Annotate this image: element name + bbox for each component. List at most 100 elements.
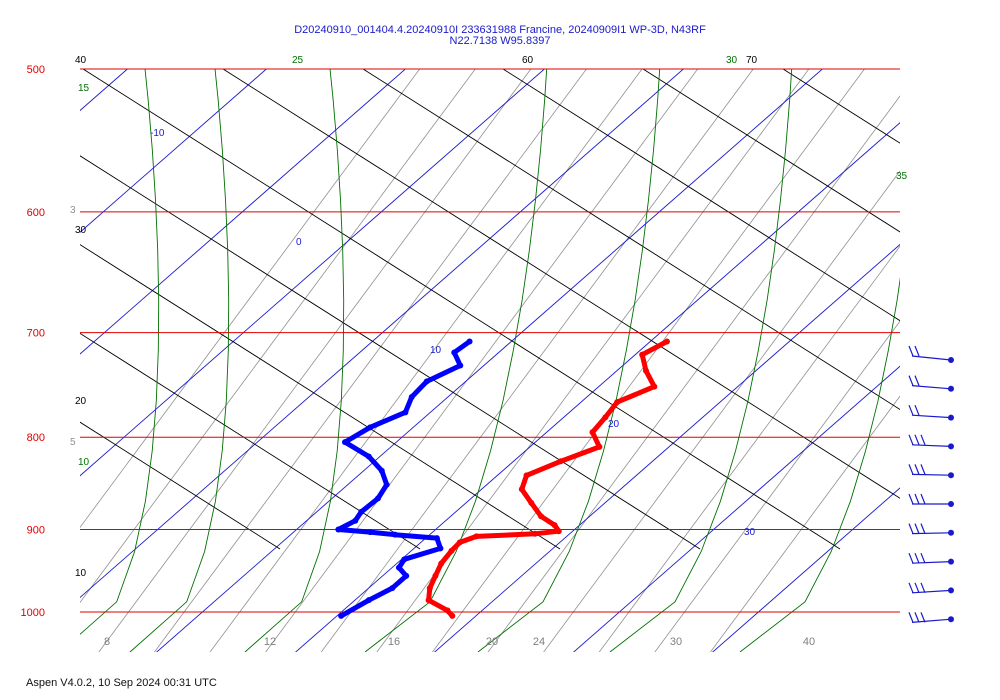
- dry-adiabat-line: [80, 155, 701, 550]
- temperature-profile-point: [426, 585, 433, 592]
- temperature-profile-point: [438, 560, 445, 567]
- dewpoint-profile-point: [391, 531, 398, 538]
- dry-adiabat-line: [362, 69, 900, 411]
- temperature-profile-point: [642, 367, 649, 374]
- dewpoint-profile-point: [367, 529, 374, 536]
- mixing-ratio-line: [98, 69, 532, 652]
- temperature-profile-point: [449, 612, 456, 619]
- isotherm-label: 10: [430, 345, 442, 356]
- dewpoint-profile-point: [433, 535, 440, 542]
- bottom-tick-label: 12: [264, 636, 276, 648]
- temperature-profile-point: [639, 351, 646, 358]
- mixing-ratio-line: [431, 69, 865, 652]
- bottom-tick-label: 24: [533, 636, 545, 648]
- temperature-profile-point: [538, 513, 545, 520]
- dry-adiabat-line: [860, 29, 1000, 549]
- isotherm-label: 20: [608, 419, 620, 430]
- dewpoint-profile-point: [451, 349, 458, 356]
- temperature-profile-point: [531, 530, 538, 537]
- moist-adiabat-line: [80, 69, 160, 635]
- dry-adiabat-line: [502, 69, 900, 322]
- isotherm-label: 30: [744, 527, 756, 538]
- dewpoint-profile-point: [466, 338, 473, 345]
- dewpoint-profile-point: [383, 481, 390, 488]
- moist-adiabat-label: 10: [78, 457, 90, 468]
- isotherm-line: [295, 122, 900, 652]
- bottom-tick-label: 16: [388, 636, 400, 648]
- dry-adiabat-label: 20: [75, 396, 87, 407]
- isotherm-line: [80, 69, 129, 112]
- dewpoint-profile-point: [341, 439, 348, 446]
- wind-barb-feather: [914, 552, 920, 564]
- isotherm-line: [80, 69, 407, 355]
- pressure-tick-label: 600: [27, 207, 45, 219]
- moist-adiabat-line: [477, 69, 661, 652]
- wind-barb-feather: [920, 523, 926, 534]
- dry-adiabat-label: 10: [75, 568, 87, 579]
- isotherm-label: -10: [150, 128, 165, 139]
- mixing-ratio-line: [654, 320, 900, 652]
- isotherm-line: [80, 69, 546, 477]
- temperature-profile-point: [473, 533, 480, 540]
- wind-barb-feather: [920, 493, 926, 505]
- mixing-ratio-line: [153, 69, 587, 652]
- wind-barb-feather: [920, 582, 926, 594]
- mixing-ratio-label: 3: [70, 205, 76, 216]
- wind-barb-feather: [908, 612, 914, 623]
- wind-barb-feather: [914, 375, 920, 386]
- wind-barb-feather: [914, 434, 920, 446]
- dewpoint-profile-point: [374, 495, 381, 502]
- dewpoint-profile-point: [378, 467, 385, 474]
- mixing-ratio-line: [80, 69, 476, 604]
- dewpoint-profile-point: [395, 564, 402, 571]
- moist-adiabat-line: [364, 69, 548, 652]
- moist-adiabat-line: [244, 69, 345, 652]
- plot-area: [80, 29, 1000, 652]
- temperature-profile-point: [589, 429, 596, 436]
- wind-barb-feather: [914, 582, 920, 594]
- mixing-ratio-line: [265, 69, 699, 652]
- pressure-tick-label: 500: [27, 64, 45, 76]
- dry-adiabat-label: 30: [75, 225, 87, 236]
- pressure-tick-label: 1000: [21, 607, 45, 619]
- wind-barb-shaft: [911, 355, 952, 361]
- dewpoint-profile-point: [352, 517, 359, 524]
- wind-barb-feather: [908, 345, 914, 357]
- footer-version: Aspen V4.0.2, 10 Sep 2024 00:31 UTC: [26, 677, 217, 689]
- wind-barb-feather: [908, 582, 914, 594]
- dewpoint-profile-point: [335, 526, 342, 533]
- pressure-tick-label: 900: [27, 524, 45, 536]
- pressure-tick-label: 700: [27, 328, 45, 340]
- temperature-profile-point: [596, 443, 603, 450]
- mixing-ratio-line: [80, 69, 421, 529]
- pressure-tick-label: 800: [27, 432, 45, 444]
- dry-adiabat-line: [222, 69, 900, 499]
- temperature-profile-point: [602, 414, 609, 421]
- dewpoint-profile-point: [423, 378, 430, 385]
- wind-barb-feather: [920, 434, 926, 446]
- temperature-profile-point: [523, 472, 530, 479]
- dewpoint-profile-point: [365, 597, 372, 604]
- moist-adiabat-label: 35: [896, 171, 908, 182]
- chart-subtitle: N22.7138 W95.8397: [449, 35, 551, 47]
- dewpoint-profile-point: [408, 394, 415, 401]
- bottom-tick-label: 30: [670, 636, 682, 648]
- dry-adiabat-line: [80, 332, 421, 550]
- isotherm-line: [80, 69, 685, 599]
- wind-barb-feather: [914, 404, 920, 416]
- dewpoint-profile-point: [365, 453, 372, 460]
- moist-adiabat-label: 15: [78, 83, 90, 94]
- wind-barb-feather: [920, 464, 926, 475]
- wind-barb-shaft: [911, 473, 952, 476]
- wind-barb-feather: [908, 464, 914, 475]
- dry-adiabat-label: 60: [522, 55, 534, 66]
- isotherm-label: 0: [296, 237, 302, 248]
- wind-barb-feather: [908, 552, 914, 564]
- wind-barb-feather: [914, 493, 920, 505]
- dewpoint-profile-point: [402, 409, 409, 416]
- temperature-profile-point: [651, 383, 658, 390]
- wind-barb-feather: [908, 375, 914, 386]
- wind-barb-shaft: [911, 444, 952, 447]
- isotherm-line: [80, 69, 268, 233]
